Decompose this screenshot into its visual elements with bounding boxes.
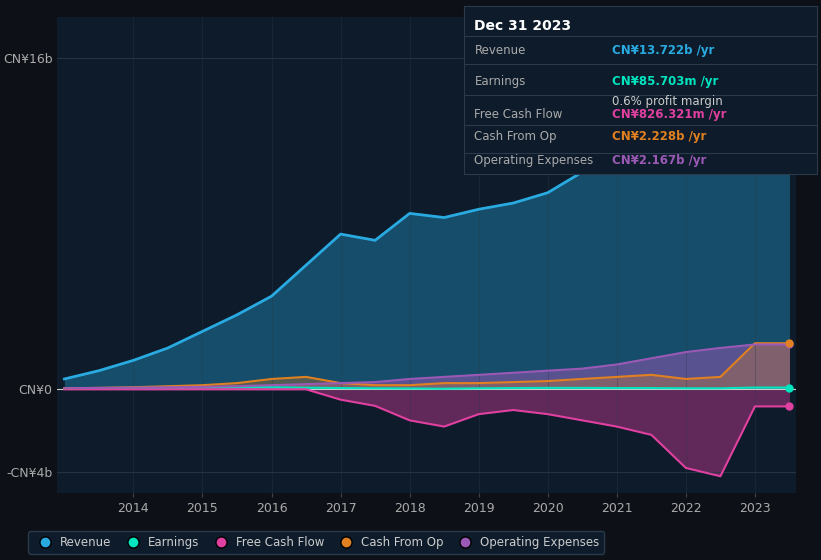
Text: Free Cash Flow: Free Cash Flow — [475, 108, 563, 122]
Text: CN¥13.722b /yr: CN¥13.722b /yr — [612, 44, 714, 58]
Legend: Revenue, Earnings, Free Cash Flow, Cash From Op, Operating Expenses: Revenue, Earnings, Free Cash Flow, Cash … — [28, 531, 604, 553]
Text: Dec 31 2023: Dec 31 2023 — [475, 19, 571, 33]
Text: CN¥2.167b /yr: CN¥2.167b /yr — [612, 153, 707, 167]
Text: Revenue: Revenue — [475, 44, 525, 58]
Text: Operating Expenses: Operating Expenses — [475, 153, 594, 167]
Text: 0.6% profit margin: 0.6% profit margin — [612, 95, 722, 108]
Text: Cash From Op: Cash From Op — [475, 130, 557, 143]
Text: Earnings: Earnings — [475, 74, 525, 88]
Text: CN¥85.703m /yr: CN¥85.703m /yr — [612, 74, 718, 88]
Text: CN¥2.228b /yr: CN¥2.228b /yr — [612, 130, 707, 143]
Text: CN¥826.321m /yr: CN¥826.321m /yr — [612, 108, 727, 122]
